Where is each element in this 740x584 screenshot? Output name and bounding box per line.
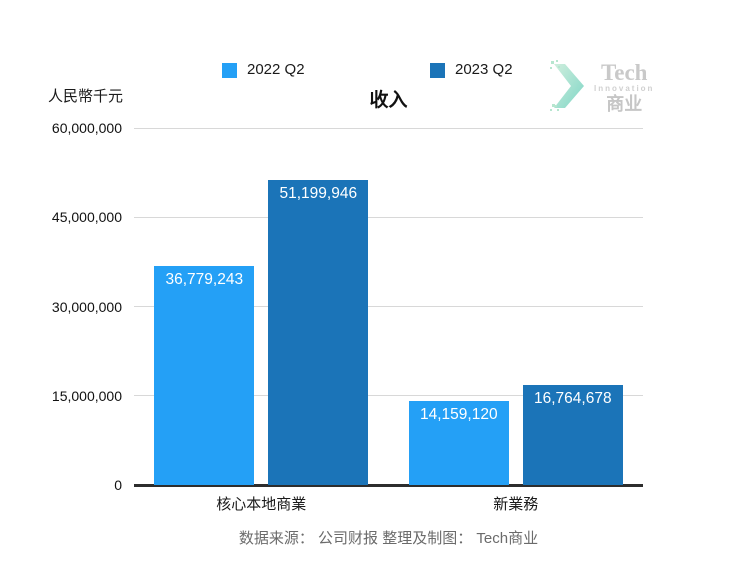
legend-label-2022q2: 2022 Q2 — [247, 61, 305, 78]
legend-item-2022q2: 2022 Q2 — [222, 61, 305, 79]
gridline — [134, 306, 643, 307]
x-axis-line — [134, 483, 643, 487]
logo-text: Tech Innovation 商业 — [594, 60, 655, 114]
category-label-group2: 新業務 — [493, 496, 539, 513]
bar-2022q2-group2: 14,159,120 — [408, 400, 509, 485]
gridline — [134, 216, 643, 218]
bar-2023q2-group1: 51,199,946 — [268, 180, 369, 485]
bar-2022q2-group1: 36,779,243 — [154, 266, 255, 485]
bar-value-label: 51,199,946 — [279, 185, 358, 203]
bar-value-label: 36,779,243 — [165, 271, 244, 289]
legend-item-2023q2: 2023 Q2 — [430, 61, 513, 79]
y-axis-tick-label: 60,000,000 — [51, 120, 122, 136]
bar-value-label: 14,159,120 — [420, 405, 498, 423]
y-axis-tick-label: 45,000,000 — [51, 209, 122, 226]
logo-innovation-text: Innovation — [594, 84, 655, 93]
logo-shangye-text: 商业 — [606, 94, 643, 114]
gridline — [134, 127, 643, 129]
chevron-arrow-icon — [550, 59, 588, 117]
bar-2023q2-group2: 16,764,678 — [522, 385, 623, 485]
category-label-group1: 核心本地商業 — [216, 496, 307, 513]
logo-tech-text: Tech — [601, 60, 648, 85]
y-axis-tick-label: 0 — [114, 477, 122, 493]
bar-value-label: 16,764,678 — [534, 390, 612, 408]
tech-shangye-watermark-logo: Tech Innovation 商业 — [550, 56, 670, 120]
y-axis-unit-label: 人民幣千元 — [48, 88, 124, 105]
y-axis-tick-label: 15,000,000 — [51, 387, 122, 404]
legend-label-2023q2: 2023 Q2 — [455, 61, 513, 78]
chart-title: 收入 — [369, 90, 408, 111]
data-source-note: 数据来源： 公司财报 整理及制图： Tech商业 — [238, 530, 539, 547]
legend-swatch-2022q2 — [222, 62, 237, 78]
y-axis-tick-label: 30,000,000 — [51, 298, 122, 315]
legend-swatch-2023q2 — [430, 62, 445, 78]
gridline — [134, 395, 643, 397]
